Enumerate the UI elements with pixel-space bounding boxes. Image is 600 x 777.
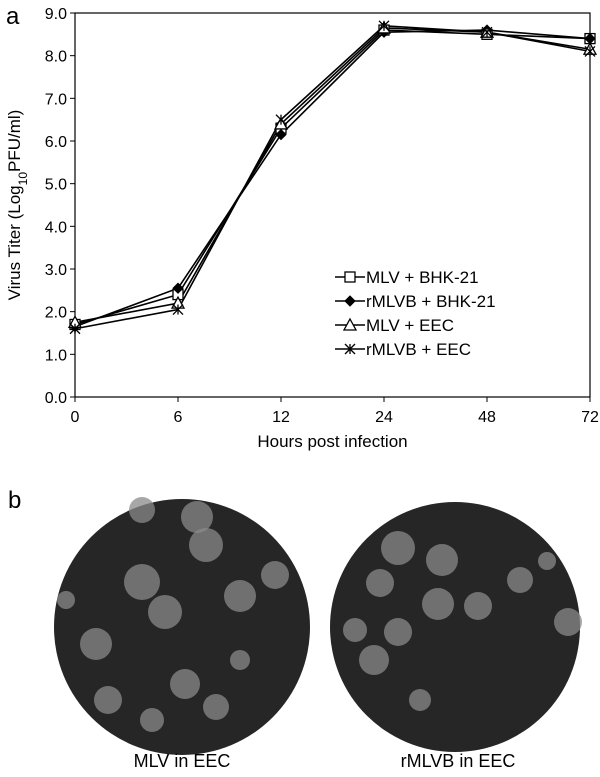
x-tick-label: 0 <box>71 409 80 426</box>
line-chart: 0.0 1.0 2.0 3.0 4.0 5.0 6.0 7.0 8.0 9.0 0 6 12 24 48 72… <box>5 6 599 451</box>
marker <box>342 317 358 331</box>
x-tick-label: 6 <box>174 409 183 426</box>
marker <box>275 114 287 126</box>
y-tick-label: 0.0 <box>45 390 67 407</box>
x-tick-label: 48 <box>478 409 496 426</box>
marker <box>69 323 81 335</box>
marker <box>172 282 184 294</box>
marker <box>344 295 356 307</box>
y-tick-label: 7.0 <box>45 91 67 108</box>
legend-label: MLV + EEC <box>366 316 454 335</box>
marker <box>584 45 596 57</box>
y-tick-label: 1.0 <box>45 347 67 364</box>
plaque-photo <box>54 497 310 755</box>
panel-label: a <box>6 3 20 30</box>
y-axis-label: Virus Titer (Log10PFU/ml) <box>5 110 30 301</box>
legend-label: rMLVB + BHK-21 <box>366 292 496 311</box>
y-tick-label: 6.0 <box>45 134 67 151</box>
x-tick-label: 24 <box>375 409 393 426</box>
marker <box>481 26 493 38</box>
photo-caption: MLV in EEC <box>134 751 231 771</box>
legend-label: rMLVB + EEC <box>366 340 471 359</box>
series-line <box>74 24 591 330</box>
series-line <box>74 29 591 326</box>
marker <box>378 20 390 32</box>
y-tick-label: 8.0 <box>45 49 67 66</box>
x-tick-label: 12 <box>272 409 290 426</box>
y-axis-label-part: PFU/ml) <box>5 110 24 172</box>
x-axis-label: Hours post infection <box>257 432 407 451</box>
legend-label: MLV + BHK-21 <box>366 268 479 287</box>
plot-frame <box>74 12 591 398</box>
y-axis-label-part: Virus Titer (Log <box>5 185 24 300</box>
y-axis-label-part: 10 <box>16 172 30 186</box>
marker <box>172 304 184 315</box>
y-tick-label: 4.0 <box>45 219 67 236</box>
y-tick-label: 3.0 <box>45 262 67 279</box>
marker <box>275 128 287 141</box>
x-tick-label: 72 <box>581 409 599 426</box>
plaque-photo <box>330 502 582 752</box>
panel-label: b <box>8 487 21 514</box>
series-line <box>74 29 591 328</box>
y-tick-label: 2.0 <box>45 305 67 322</box>
photo-caption: rMLVB in EEC <box>401 751 516 771</box>
marker <box>344 271 356 283</box>
marker <box>344 343 356 355</box>
y-tick-label: 5.0 <box>45 177 67 194</box>
y-tick-label: 9.0 <box>45 6 67 23</box>
